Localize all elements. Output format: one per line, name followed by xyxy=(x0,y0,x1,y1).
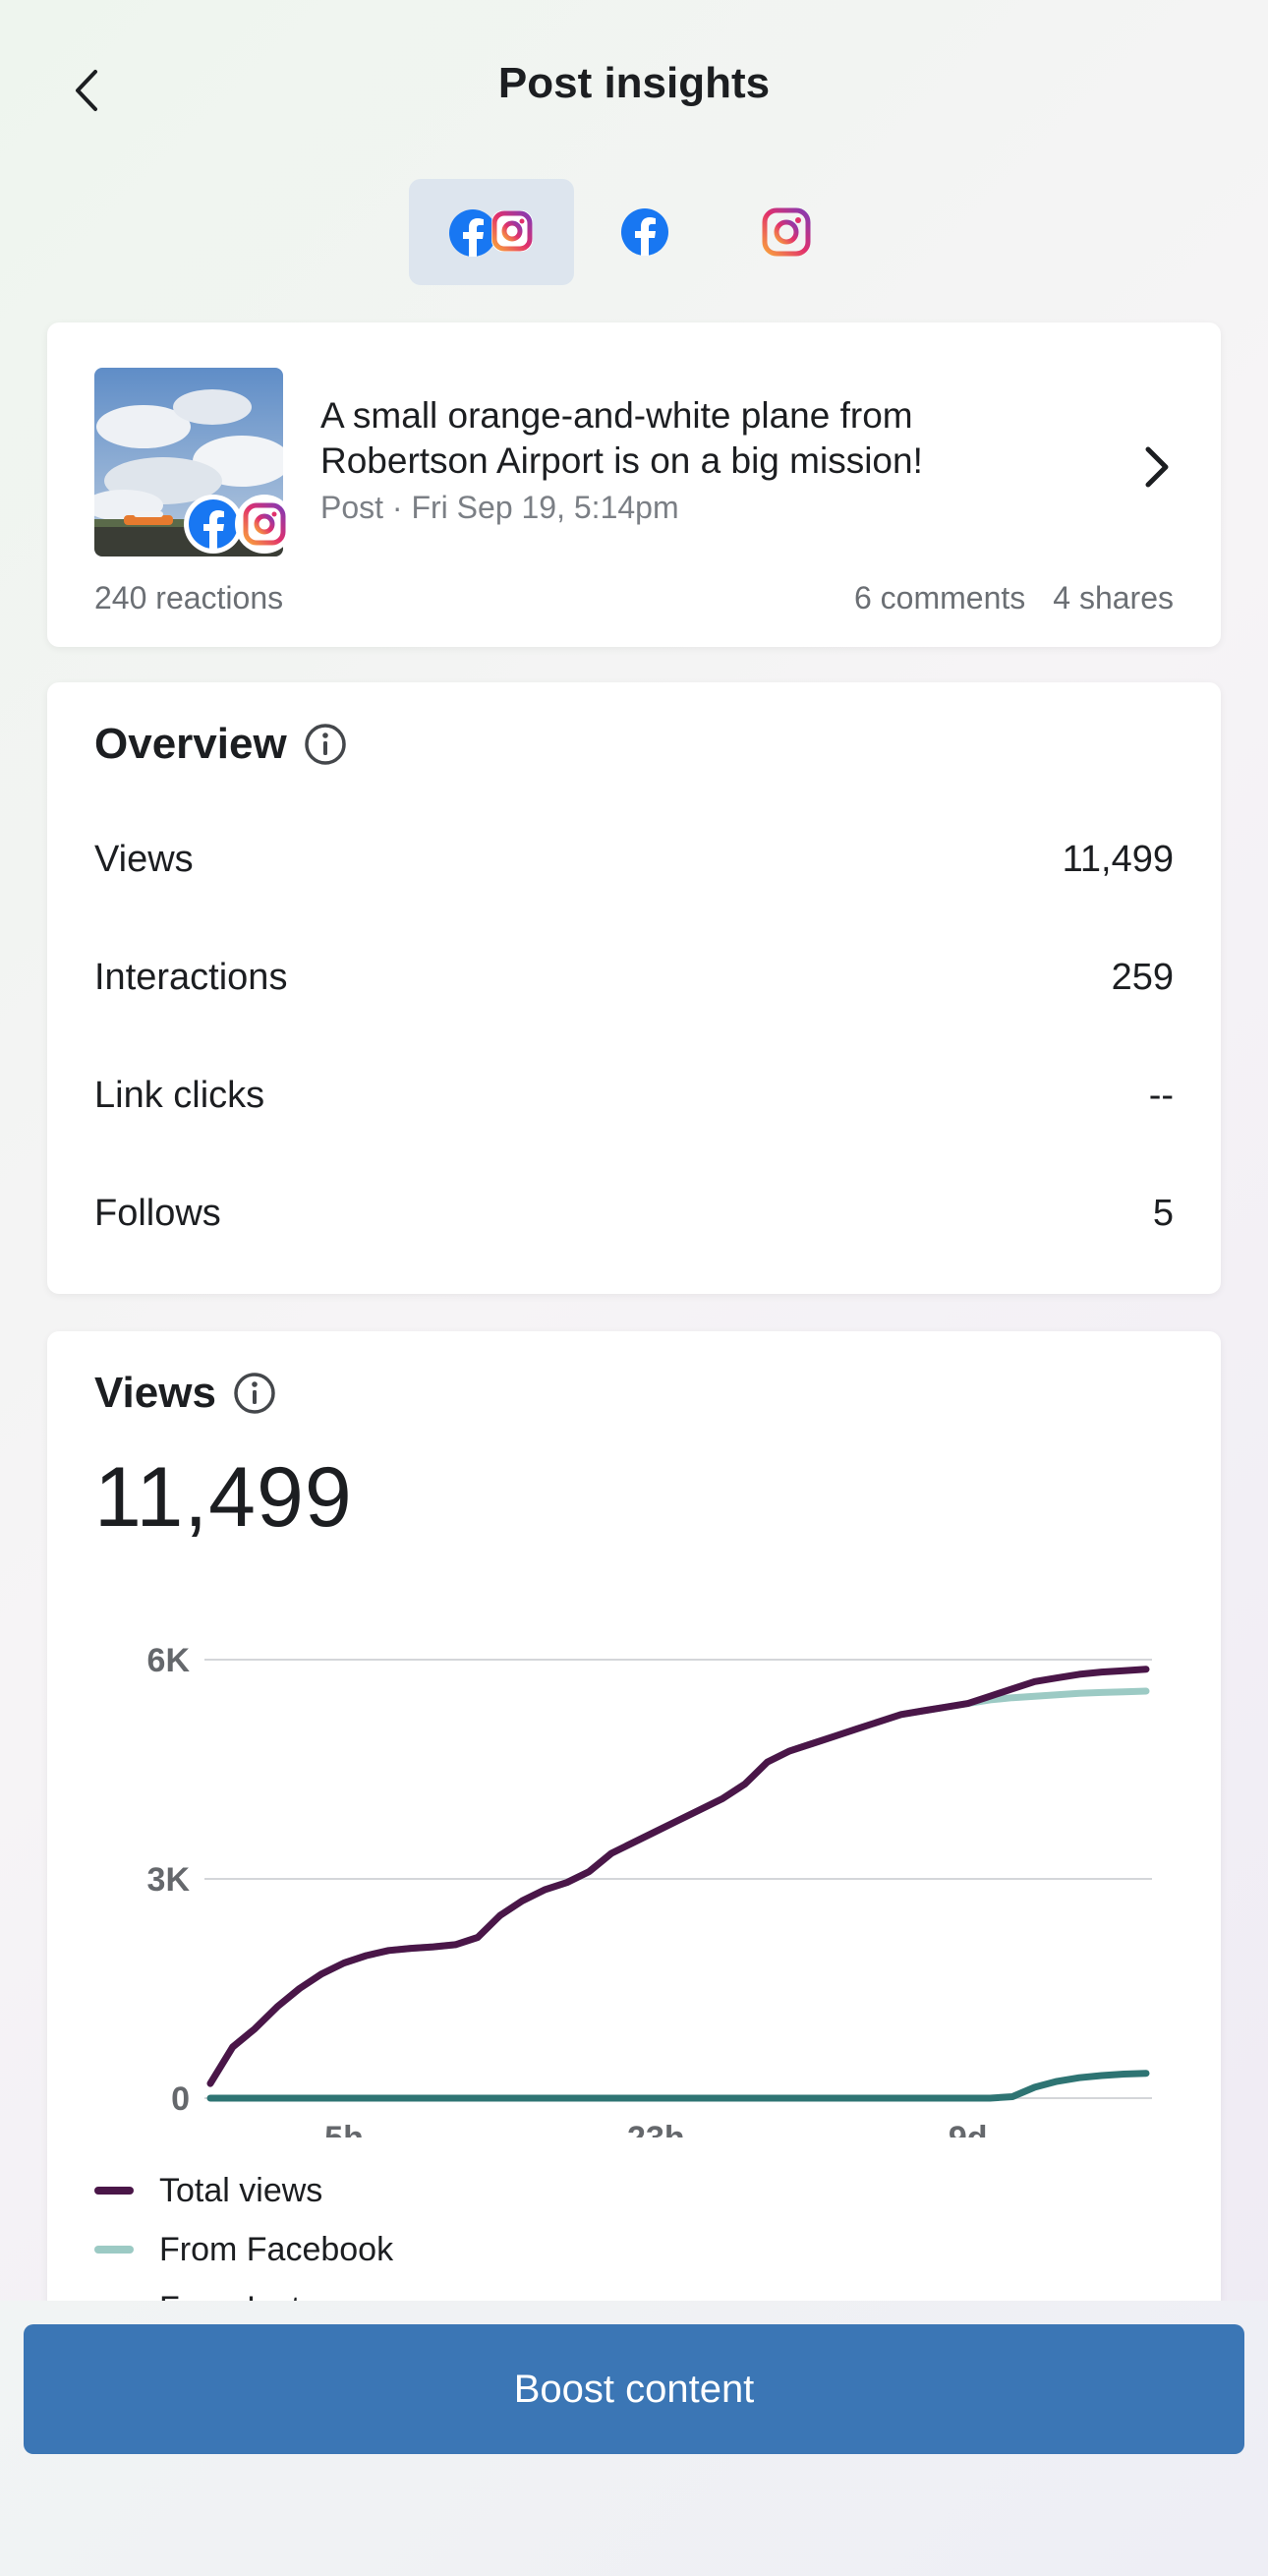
legend-label: From Facebook xyxy=(159,2230,394,2268)
overview-row-views: Views 11,499 xyxy=(94,825,1174,894)
legend-item-from-facebook: From Facebook xyxy=(94,2220,395,2279)
overview-row-link-clicks: Link clicks -- xyxy=(94,1061,1174,1130)
overview-label: Views xyxy=(94,838,194,880)
facebook-icon xyxy=(621,208,668,256)
comments-count: 6 comments xyxy=(853,580,1026,615)
header: Post insights xyxy=(0,0,1268,177)
legend-label: Total views xyxy=(159,2171,323,2209)
post-stats: 240 reactions 6 comments 4 shares xyxy=(94,580,1174,616)
x-tick-label: 9d xyxy=(949,2120,988,2137)
overview-row-interactions: Interactions 259 xyxy=(94,943,1174,1012)
facebook-instagram-icon xyxy=(449,209,533,257)
overview-value: 11,499 xyxy=(1062,838,1174,880)
post-open-button[interactable] xyxy=(1132,433,1182,501)
tab-instagram[interactable] xyxy=(716,179,857,285)
post-text: A small orange-and-white plane from Robe… xyxy=(320,395,923,481)
overview-value: 259 xyxy=(1111,956,1174,998)
legend-item-total-views: Total views xyxy=(94,2161,395,2220)
back-button[interactable] xyxy=(61,61,110,120)
views-total: 11,499 xyxy=(94,1450,353,1545)
series-line-from-instagram xyxy=(206,2070,1150,2102)
overview-heading: Overview xyxy=(94,720,348,769)
views-line-chart: 6K 3K 0 5h 23h 9d xyxy=(147,1642,1152,2137)
overview-label: Interactions xyxy=(94,956,288,998)
y-tick-label: 3K xyxy=(147,1861,191,1899)
overview-card: Overview Views 11,499 Interactions 259 L… xyxy=(47,682,1221,1294)
views-heading: Views xyxy=(94,1369,277,1418)
views-title: Views xyxy=(94,1369,216,1417)
reactions-count: 240 reactions xyxy=(94,580,284,615)
instagram-icon xyxy=(762,207,811,257)
post-platform-badges xyxy=(183,494,297,555)
facebook-instagram-badge-icon xyxy=(184,495,294,554)
series-line-total-views xyxy=(206,1666,1150,2087)
overview-value: -- xyxy=(1148,1074,1174,1116)
overview-row-follows: Follows 5 xyxy=(94,1179,1174,1248)
chevron-left-icon xyxy=(76,70,97,111)
overview-title: Overview xyxy=(94,720,287,768)
views-card: Views 11,499 6K 3K 0 5h 23h 9d Total views Fr… xyxy=(47,1331,1221,2327)
y-tick-label: 0 xyxy=(171,2080,190,2118)
bottom-action-bar: Boost content xyxy=(0,2301,1268,2576)
boost-content-button[interactable]: Boost content xyxy=(24,2324,1244,2454)
post-meta: Post · Fri Sep 19, 5:14pm xyxy=(320,490,679,525)
platform-tabs xyxy=(409,179,857,285)
info-icon[interactable] xyxy=(232,1371,277,1416)
tab-facebook[interactable] xyxy=(574,179,716,285)
post-card[interactable]: A small orange-and-white plane from Robe… xyxy=(47,322,1221,647)
chevron-right-icon xyxy=(1145,446,1169,488)
x-tick-label: 23h xyxy=(627,2120,685,2137)
page-title: Post insights xyxy=(497,59,771,107)
x-tick-label: 5h xyxy=(324,2120,364,2137)
tab-facebook-instagram[interactable] xyxy=(409,179,574,285)
series-line-from-facebook xyxy=(206,1687,1150,2087)
overview-value: 5 xyxy=(1152,1192,1174,1234)
info-icon[interactable] xyxy=(303,722,348,767)
shares-count: 4 shares xyxy=(1053,580,1174,615)
legend-swatch xyxy=(94,2187,134,2195)
y-tick-label: 6K xyxy=(147,1642,191,1679)
overview-label: Follows xyxy=(94,1192,221,1234)
legend-swatch xyxy=(94,2246,134,2254)
post-thumbnail xyxy=(94,368,283,556)
overview-label: Link clicks xyxy=(94,1074,265,1116)
